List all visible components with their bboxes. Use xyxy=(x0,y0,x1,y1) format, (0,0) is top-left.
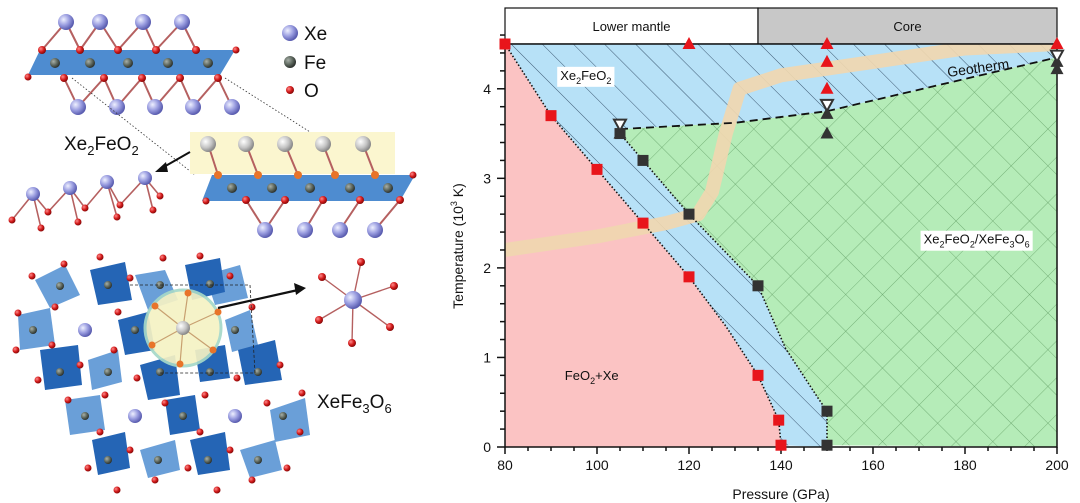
open-triangle-down-marker xyxy=(1049,49,1065,64)
xeo6-cluster xyxy=(315,258,398,347)
region-label: FeO2+Xe xyxy=(565,368,619,386)
region-label-background xyxy=(557,66,615,87)
xefe3o6-structure-label: XeFe3O6 xyxy=(317,392,392,416)
region-label-part: 6 xyxy=(1025,240,1030,250)
x-tick-label: 160 xyxy=(861,457,885,473)
boundary-feo2-xe2feo2 xyxy=(504,43,782,446)
y-tick-label: 2 xyxy=(483,260,491,276)
header-band-lower-mantle xyxy=(504,7,759,45)
black-square-marker xyxy=(821,405,833,417)
red-square-marker xyxy=(683,271,695,283)
black-square-marker xyxy=(637,154,649,166)
xe2feo2-slab-highlighted xyxy=(190,132,417,238)
red-square-marker xyxy=(591,163,603,175)
projection-lines xyxy=(71,77,371,176)
legend-xe-label: Xe xyxy=(304,24,327,45)
legend-fe-label: Fe xyxy=(304,53,326,74)
xefe3o6-lattice xyxy=(12,252,310,494)
region-feo2-xe xyxy=(505,44,781,447)
region-label-part: FeO xyxy=(945,232,970,247)
xe2feo2-structure-label: Xe2FeO2 xyxy=(64,134,139,158)
red-triangle-marker xyxy=(682,37,696,49)
phase-diagram-chart: Lower mantle Core Geotherm 80 100 120 140 160… xyxy=(449,7,1069,502)
arrow-to-cluster-icon xyxy=(217,283,306,310)
region-label-part: FeO xyxy=(565,368,590,383)
boundary-dashed xyxy=(619,56,1058,130)
region-label-part: O xyxy=(1015,232,1025,247)
red-square-marker xyxy=(752,369,764,381)
y-tick-label: 0 xyxy=(483,439,491,455)
region-label-part: +Xe xyxy=(595,368,619,383)
red-triangle-marker xyxy=(820,81,834,94)
crystal-structures-panel: Xe Fe O Xe2FeO2 xyxy=(8,14,417,494)
region-label: Xe2FeO2 xyxy=(560,68,611,86)
open-triangle-down-marker xyxy=(612,118,628,133)
header-band-label: Lower mantle xyxy=(592,19,670,34)
x-tick-label: 100 xyxy=(585,457,609,473)
black-triangle-marker xyxy=(820,126,834,139)
arrow-to-chain-icon xyxy=(155,151,191,172)
red-triangle-marker xyxy=(820,37,834,49)
region-label-part: Xe xyxy=(560,68,576,83)
region-label-part: 2 xyxy=(970,240,975,250)
x-tick-label: 200 xyxy=(1045,457,1069,473)
y-axis-label: Temperature (103 K) xyxy=(449,183,466,309)
phase-boundaries xyxy=(504,43,1058,446)
legend-o-label: O xyxy=(304,81,319,102)
data-markers xyxy=(499,37,1065,451)
x-tick-label: 140 xyxy=(769,457,793,473)
y-tick-label: 3 xyxy=(483,170,491,186)
y-tick-label: 4 xyxy=(483,81,491,97)
region-label: Xe2FeO2/XeFe3O6 xyxy=(924,232,1030,250)
x-tick-label: 180 xyxy=(953,457,977,473)
xe-legend-icon xyxy=(282,25,298,41)
red-square-marker xyxy=(499,38,511,50)
region-label-part: 3 xyxy=(1010,240,1015,250)
o-legend-icon xyxy=(286,86,294,94)
fe-legend-icon xyxy=(284,56,296,68)
region-label-part: 2 xyxy=(606,76,611,86)
x-tick-label: 80 xyxy=(497,457,513,473)
region-xe2feo2-xefe3o6-hatch xyxy=(620,57,1057,447)
xe-o-chain xyxy=(8,171,164,232)
region-label-part: 2 xyxy=(590,376,595,386)
black-square-marker xyxy=(752,280,764,292)
region-label-part: Xe xyxy=(924,232,940,247)
black-square-marker xyxy=(821,439,833,451)
axes: 80 100 120 140 160 180 200 0 1 2 3 4 xyxy=(483,34,1069,473)
x-tick-label: 120 xyxy=(677,457,701,473)
black-triangle-marker xyxy=(1050,62,1064,75)
red-square-marker xyxy=(773,414,785,426)
xe2feo2-slab-top xyxy=(24,14,240,115)
region-label-background xyxy=(920,230,1033,251)
red-triangle-marker xyxy=(1050,37,1064,49)
atom-legend: Xe Fe O xyxy=(282,24,327,102)
x-axis-label: Pressure (GPa) xyxy=(732,486,829,502)
region-label-part: 2 xyxy=(940,240,945,250)
y-tick-label: 1 xyxy=(483,349,491,365)
header-bands: Lower mantle Core xyxy=(504,7,1058,45)
red-square-marker xyxy=(775,439,787,451)
red-square-marker xyxy=(637,217,649,229)
region-label-part: FeO xyxy=(581,68,606,83)
header-band-label: Core xyxy=(893,19,921,34)
red-triangle-marker xyxy=(820,54,834,67)
region-label-part: 2 xyxy=(576,76,581,86)
red-square-marker xyxy=(545,110,557,122)
black-square-marker xyxy=(683,208,695,220)
open-triangle-down-marker xyxy=(819,98,835,113)
region-label-part: /XeFe xyxy=(975,232,1010,247)
